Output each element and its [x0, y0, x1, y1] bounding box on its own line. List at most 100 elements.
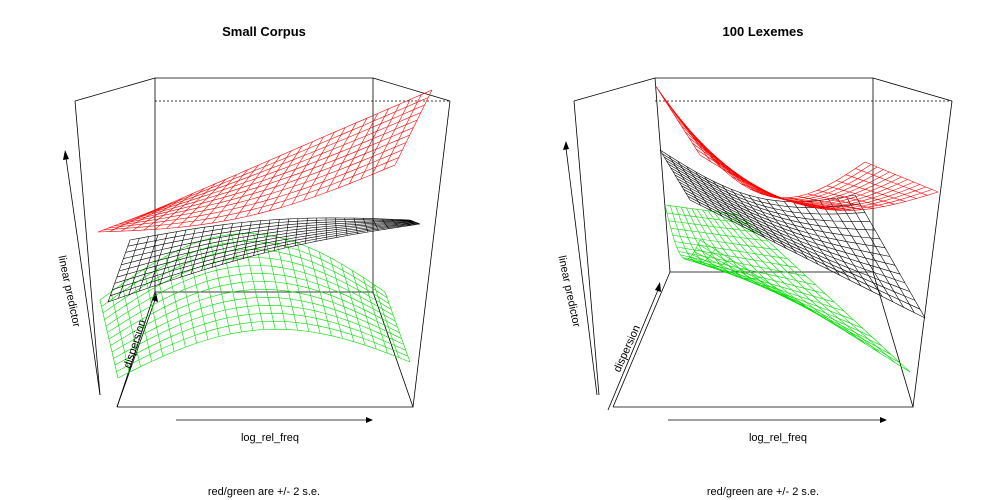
mesh-line [180, 228, 196, 278]
mesh-line [211, 224, 224, 268]
mesh-line [337, 113, 379, 189]
caption: red/green are +/- 2 s.e. [208, 486, 320, 498]
mesh-line [113, 304, 404, 359]
mesh-line [144, 97, 429, 215]
mesh-line [246, 150, 292, 217]
mesh-line [686, 207, 761, 279]
bounding-box [573, 77, 953, 408]
mesh-line [222, 223, 233, 265]
mesh-line [704, 176, 744, 227]
mesh-line [326, 118, 368, 193]
mesh-line [659, 149, 691, 201]
mesh-line [661, 153, 861, 208]
mesh-line [362, 277, 388, 354]
mesh-line [284, 218, 289, 249]
mesh-line [200, 169, 248, 225]
mesh-line [128, 236, 149, 295]
mesh-line [114, 312, 406, 366]
mesh-line [269, 141, 313, 211]
mesh-line [669, 108, 890, 203]
mesh-line [176, 250, 197, 344]
chart-title: Small Corpus [222, 24, 306, 39]
surface-fit [107, 217, 421, 303]
mesh-line [242, 233, 265, 330]
mesh-line [154, 262, 175, 352]
mesh-line [680, 206, 746, 273]
mesh-line [344, 217, 348, 236]
mesh-line [845, 196, 915, 313]
mesh-line [280, 136, 324, 208]
mesh-line [695, 171, 733, 222]
mesh-line [798, 196, 863, 210]
mesh-line [712, 181, 755, 233]
mesh-line [308, 247, 332, 336]
mesh-line [409, 219, 421, 225]
z-axis-label: linear predictor [56, 255, 83, 329]
mesh-line [654, 84, 701, 156]
surface-meshes [654, 84, 939, 373]
mesh-line [291, 132, 335, 205]
mesh-line [154, 188, 205, 230]
mesh-line [242, 221, 252, 259]
mesh-line [668, 155, 701, 206]
mesh-line [664, 98, 712, 162]
mesh-line [702, 148, 755, 187]
mesh-line [353, 218, 358, 234]
mesh-line [132, 197, 183, 231]
mesh-line [384, 291, 411, 363]
mesh-line [108, 149, 403, 229]
mesh-line [166, 183, 216, 229]
mesh-line [143, 192, 194, 231]
mesh-line [99, 299, 119, 379]
mesh-line [149, 233, 168, 288]
mesh-line [372, 218, 379, 231]
mesh-line [303, 127, 346, 201]
mesh-line [664, 204, 701, 260]
mesh-line [702, 209, 806, 307]
mesh-line [107, 239, 131, 303]
mesh-line [335, 217, 338, 238]
mesh-line [381, 218, 390, 229]
mesh-line [673, 113, 896, 204]
mesh-line [234, 155, 281, 220]
mesh-line [779, 197, 841, 211]
mesh-line [257, 146, 303, 214]
mesh-line [757, 197, 808, 260]
mesh-line [138, 234, 159, 292]
mesh-line [394, 89, 433, 166]
mesh-line [662, 96, 878, 201]
mesh-line [121, 284, 141, 367]
mesh-line [739, 192, 787, 249]
mesh-line [314, 122, 357, 197]
mesh-line [769, 196, 830, 211]
mesh-line [766, 199, 819, 265]
mesh-line [373, 284, 400, 358]
mesh-line [315, 217, 317, 242]
mesh-line [170, 230, 187, 281]
mesh-line [253, 220, 261, 256]
mesh-line [297, 242, 321, 334]
mesh-line [774, 200, 830, 270]
mesh-line [340, 263, 366, 346]
mesh-line [109, 207, 161, 232]
mesh-line [792, 201, 851, 281]
mesh-line [190, 227, 205, 274]
mesh-line [828, 199, 894, 303]
mesh-line [159, 231, 177, 285]
mesh-line [371, 99, 411, 175]
mesh-line [666, 160, 870, 222]
mesh-line [187, 245, 209, 340]
mesh-line [817, 190, 884, 207]
mesh-line [110, 291, 130, 373]
mesh-line [391, 219, 400, 228]
mesh-line [117, 328, 411, 379]
mesh-line [658, 90, 872, 199]
mesh-line [209, 238, 231, 334]
mesh-line [729, 213, 881, 354]
caption: red/green are +/- 2 s.e. [707, 486, 819, 498]
mesh-line [734, 214, 896, 363]
surface-lower [664, 204, 911, 373]
mesh-line [132, 276, 152, 362]
mesh-line [854, 194, 926, 319]
